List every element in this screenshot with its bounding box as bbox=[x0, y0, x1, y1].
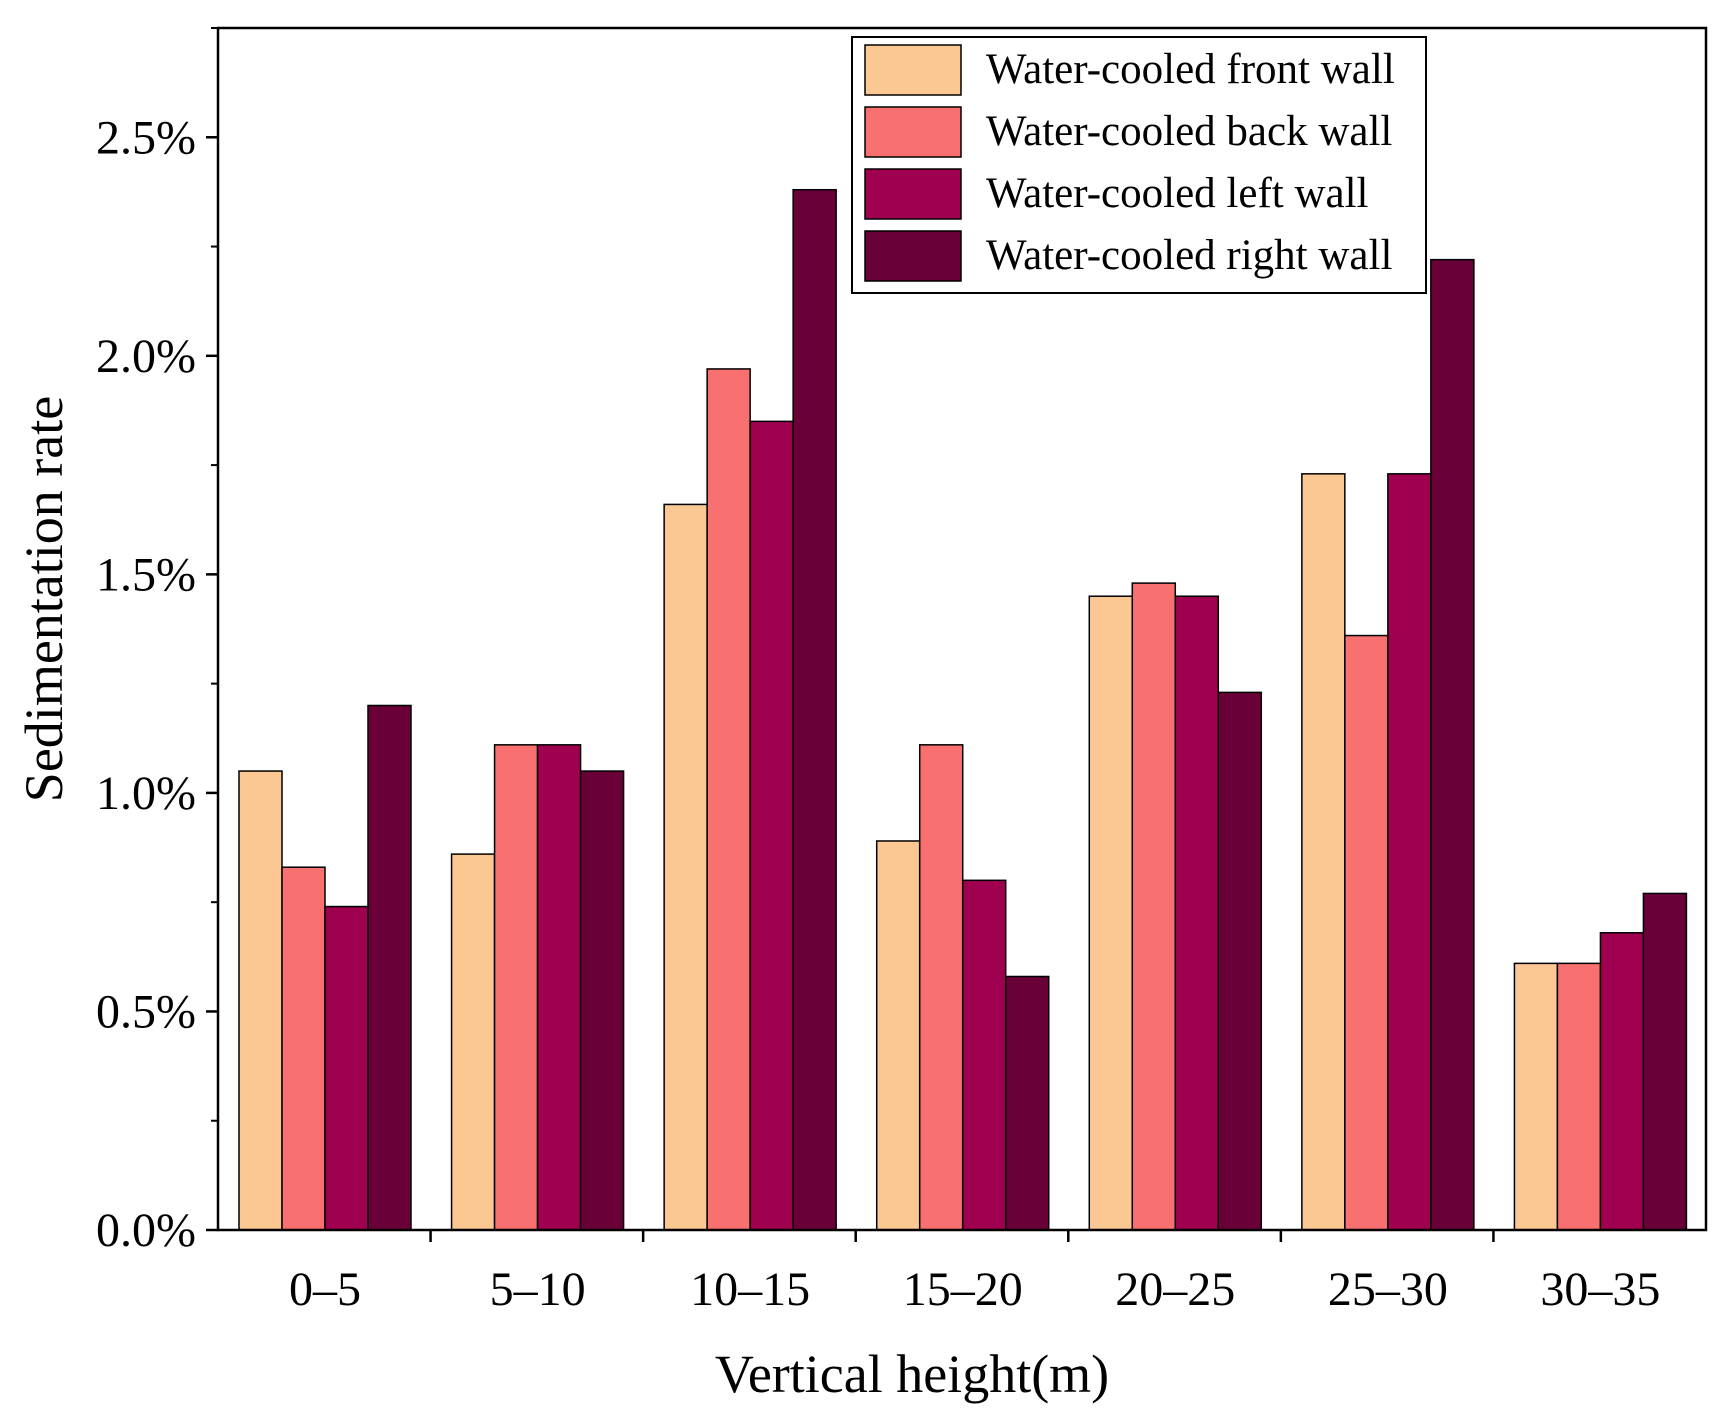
x-axis-title: Vertical height(m) bbox=[715, 1344, 1109, 1404]
legend-label: Water-cooled right wall bbox=[986, 232, 1392, 279]
bar-2-15–20 bbox=[918, 744, 964, 1231]
y-tick-label: 1.0% bbox=[96, 767, 196, 820]
legend-label: Water-cooled back wall bbox=[986, 108, 1392, 155]
bar-4-10–15 bbox=[792, 188, 837, 1231]
bar-2-20–25 bbox=[1131, 582, 1177, 1231]
bar-1-10–15 bbox=[663, 503, 708, 1231]
bar-2-0–5 bbox=[281, 866, 326, 1231]
bar-2-10–15 bbox=[706, 368, 751, 1231]
plot-frame bbox=[216, 26, 1708, 1232]
y-tick-label: 0.0% bbox=[96, 1204, 196, 1257]
bar-1-5–10 bbox=[450, 853, 496, 1231]
legend-label: Water-cooled left wall bbox=[986, 170, 1369, 217]
bar-1-0–5 bbox=[238, 770, 283, 1231]
bar-4-0–5 bbox=[367, 704, 412, 1231]
bar-4-15–20 bbox=[1004, 975, 1050, 1231]
x-tick-label: 30–35 bbox=[1540, 1263, 1660, 1316]
bar-1-25–30 bbox=[1301, 473, 1346, 1231]
bars-group bbox=[238, 188, 1688, 1231]
bar-3-0–5 bbox=[324, 905, 369, 1231]
y-tick-label: 1.5% bbox=[96, 548, 196, 601]
x-tick-label: 20–25 bbox=[1115, 1263, 1235, 1316]
x-tick-label: 0–5 bbox=[289, 1263, 361, 1316]
legend: Water-cooled front wall Water-cooled back… bbox=[851, 36, 1427, 294]
bar-2-30–35 bbox=[1556, 962, 1602, 1231]
bar-4-5–10 bbox=[579, 770, 625, 1231]
legend-swatch bbox=[864, 168, 962, 220]
legend-swatch bbox=[864, 44, 962, 96]
bar-3-15–20 bbox=[961, 879, 1007, 1231]
axes-group bbox=[216, 26, 1708, 1232]
bar-2-25–30 bbox=[1344, 634, 1389, 1231]
x-tick-label: 5–10 bbox=[490, 1263, 586, 1316]
bar-1-20–25 bbox=[1088, 595, 1134, 1231]
ticks-group: 0.0% 0.5% 1.0% 1.5% 2.0% 2.5% 0–5 5–10 10–15 15–2… bbox=[96, 27, 1660, 1316]
legend-swatch bbox=[864, 230, 962, 282]
x-tick-label: 15–20 bbox=[903, 1263, 1023, 1316]
bar-3-10–15 bbox=[749, 420, 794, 1231]
bar-2-5–10 bbox=[493, 744, 539, 1231]
x-tick-label: 10–15 bbox=[690, 1263, 810, 1316]
y-axis-title: Sedimentation rate bbox=[14, 396, 74, 802]
y-tick-label: 2.0% bbox=[96, 330, 196, 383]
bar-4-20–25 bbox=[1217, 691, 1263, 1231]
bar-3-25–30 bbox=[1387, 473, 1432, 1231]
x-tick-label: 25–30 bbox=[1328, 1263, 1448, 1316]
bar-4-30–35 bbox=[1642, 892, 1688, 1231]
bar-4-25–30 bbox=[1430, 258, 1475, 1231]
legend-label: Water-cooled front wall bbox=[986, 46, 1395, 93]
y-tick-label: 2.5% bbox=[96, 111, 196, 164]
bar-3-30–35 bbox=[1599, 932, 1645, 1231]
y-tick-label: 0.5% bbox=[96, 985, 196, 1038]
bar-1-30–35 bbox=[1513, 962, 1559, 1231]
bar-3-5–10 bbox=[536, 744, 582, 1231]
bar-3-20–25 bbox=[1174, 595, 1220, 1231]
bar-1-15–20 bbox=[875, 840, 921, 1231]
legend-swatch bbox=[864, 106, 962, 158]
